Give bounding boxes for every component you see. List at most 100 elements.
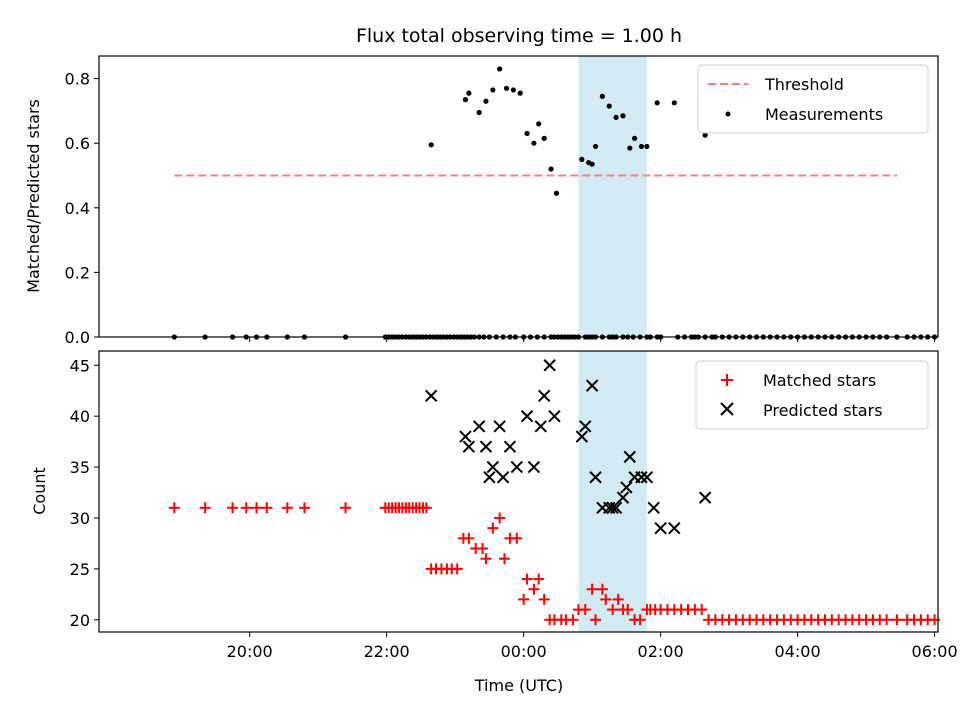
y-tick-label: 30 xyxy=(70,509,90,528)
matched-star-point xyxy=(420,502,432,514)
measurement-point xyxy=(531,140,537,146)
matched-star-point xyxy=(261,502,273,514)
x-tick-label: 22:00 xyxy=(364,642,410,661)
predicted-star-point xyxy=(609,501,623,514)
measurement-point xyxy=(524,130,530,137)
matched-star-point xyxy=(518,593,530,605)
predicted-star-point xyxy=(459,430,472,443)
measurement-point xyxy=(671,100,677,106)
matched-star-point xyxy=(567,614,579,626)
y-tick-label: 0.4 xyxy=(65,199,90,218)
measurement-point xyxy=(497,66,503,72)
y-tick-label: 45 xyxy=(70,356,90,375)
predicted-star-point xyxy=(520,409,534,423)
matched-star-point xyxy=(612,593,624,605)
matched-star-point xyxy=(528,583,540,595)
matched-star-point xyxy=(533,573,545,585)
matched-star-point xyxy=(298,502,310,514)
matched-star-point xyxy=(227,502,239,514)
bottom-x-axis: 20:00 22:00 00:00 02:00 04:00 06:00 xyxy=(227,632,958,661)
measurement-point xyxy=(476,109,482,116)
predicted-star-point xyxy=(654,521,667,535)
matched-star-point xyxy=(596,583,608,595)
matched-star-point xyxy=(586,583,598,595)
measurement-point xyxy=(517,90,523,96)
x-tick-label: 20:00 xyxy=(227,642,273,661)
matched-star-point xyxy=(579,604,591,616)
measurement-point xyxy=(428,142,434,148)
predicted-star-point xyxy=(616,491,630,504)
bottom-panel: 20 25 30 35 40 45 20:00 22:00 00:00 02:00 04:00 06… xyxy=(30,350,958,695)
measurement-point xyxy=(638,143,645,150)
measurement-point xyxy=(483,98,489,104)
measurement-point xyxy=(644,143,650,150)
predicted-star-point xyxy=(548,409,561,423)
measurement-point xyxy=(606,103,612,109)
matched-star-point xyxy=(480,553,492,565)
y-tick-label: 0.8 xyxy=(65,70,90,89)
predicted-star-point xyxy=(668,521,681,535)
predicted-star-point xyxy=(543,359,556,372)
top-x-ticks xyxy=(249,337,936,342)
matched-star-point xyxy=(199,502,211,514)
y-tick-label: 35 xyxy=(70,458,90,477)
predicted-star-point xyxy=(585,379,599,392)
measurement-point xyxy=(490,87,496,93)
matched-star-point xyxy=(487,522,499,534)
measurement-point xyxy=(627,145,633,151)
bottom-axes-frame xyxy=(98,350,939,633)
legend-predicted-label: Predicted stars xyxy=(763,401,883,420)
measurement-point xyxy=(510,87,516,93)
top-legend: Threshold Measurements xyxy=(697,64,929,134)
measurement-point xyxy=(592,143,599,150)
matched-star-point xyxy=(511,532,523,544)
top-highlight-span xyxy=(578,56,647,337)
predicted-star-point xyxy=(698,491,712,504)
x-tick-label: 02:00 xyxy=(638,642,684,661)
top-legend-box xyxy=(697,64,929,134)
measurement-point xyxy=(503,85,510,91)
matched-star-point xyxy=(607,604,619,616)
predicted-star-point xyxy=(537,389,551,403)
y-tick-label: 0.0 xyxy=(65,328,90,347)
predicted-star-point xyxy=(462,440,476,453)
measurement-point xyxy=(579,156,585,162)
predicted-star-point xyxy=(579,420,592,433)
predicted-star-point xyxy=(483,471,496,484)
matched-star-point xyxy=(494,512,506,524)
matched-star-point xyxy=(590,614,602,626)
predicted-star-point xyxy=(534,420,547,433)
measurement-point xyxy=(541,135,547,141)
predicted-star-point xyxy=(510,460,523,474)
measurement-point xyxy=(536,121,542,127)
predicted-star-point xyxy=(623,450,637,464)
predicted-star-point xyxy=(527,460,541,474)
measurement-point xyxy=(589,161,595,167)
x-tick-label: 04:00 xyxy=(775,642,821,661)
matched-star-point xyxy=(240,502,252,514)
measurement-point xyxy=(599,93,606,99)
measurement-point xyxy=(654,100,660,106)
bottom-legend-box xyxy=(695,360,929,430)
matched-star-point xyxy=(521,573,533,585)
legend-matched-label: Matched stars xyxy=(763,371,876,390)
y-tick-label: 20 xyxy=(70,611,90,630)
bottom-highlight-span xyxy=(578,351,647,632)
y-tick-label: 25 xyxy=(70,560,90,579)
matched-star-point xyxy=(477,543,489,555)
matched-star-point xyxy=(538,593,550,605)
top-y-axis-label: Matched/Predicted stars xyxy=(24,99,43,293)
measurement-point xyxy=(466,90,472,96)
predicted-star-point xyxy=(486,460,500,474)
top-plot-marks xyxy=(171,66,938,340)
matched-star-point xyxy=(168,502,180,514)
legend-measurements-marker xyxy=(725,111,731,117)
matched-star-point xyxy=(634,614,646,626)
x-tick-label: 00:00 xyxy=(501,642,547,661)
measurement-point xyxy=(631,135,638,141)
top-axes-frame xyxy=(98,55,939,338)
matched-star-point xyxy=(340,502,352,514)
bottom-plot-marks xyxy=(168,359,941,626)
predicted-star-point xyxy=(496,471,510,484)
